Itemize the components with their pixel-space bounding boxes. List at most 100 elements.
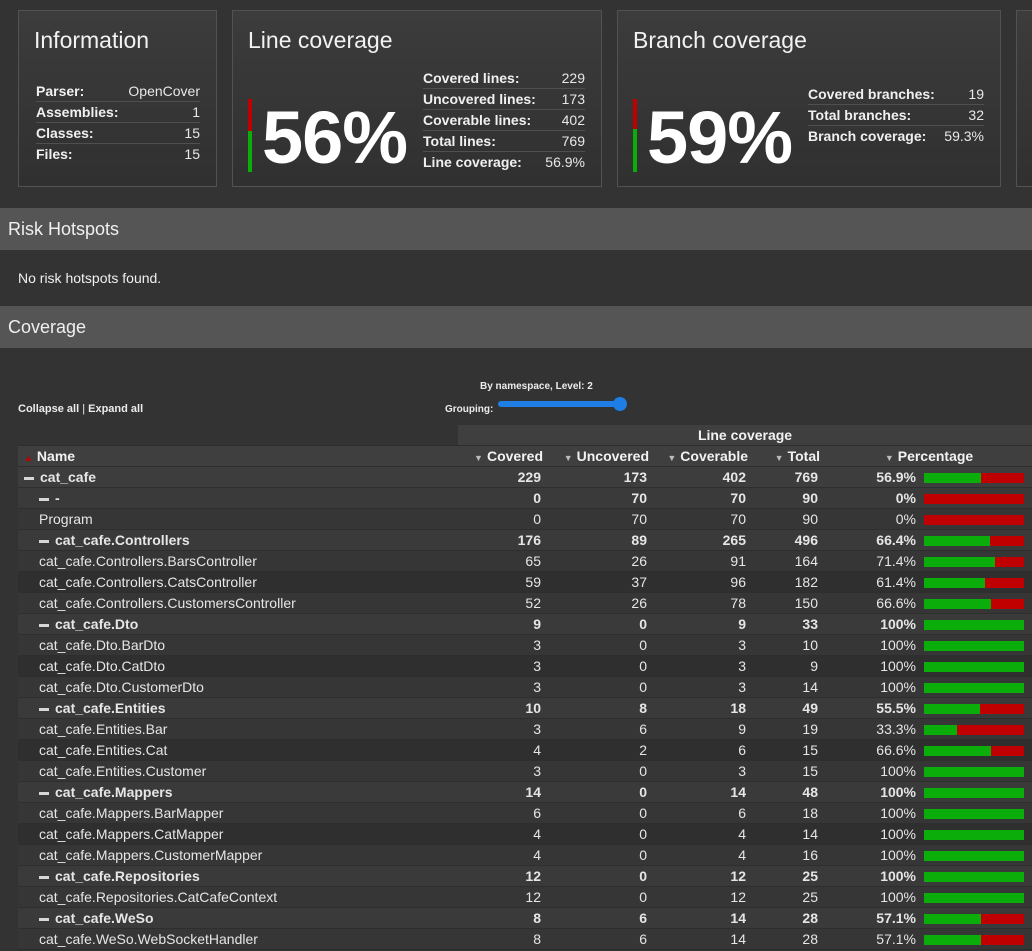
row-name: cat_cafe.WeSo bbox=[55, 910, 154, 926]
coverage-bar bbox=[924, 872, 1024, 883]
coverage-bar bbox=[924, 536, 1024, 547]
table-row: cat_cafe.Dto.BarDto 3 0 3 10 100% bbox=[18, 634, 1032, 656]
row-coverable: 70 bbox=[655, 487, 754, 509]
collapse-icon[interactable] bbox=[39, 623, 49, 627]
row-name: cat_cafe.Repositories bbox=[55, 868, 200, 884]
collapse-icon[interactable] bbox=[39, 917, 49, 921]
collapse-icon[interactable] bbox=[39, 497, 49, 501]
collapse-icon[interactable] bbox=[39, 707, 49, 711]
coverage-header: Coverage bbox=[0, 306, 1032, 348]
row-coverable: 18 bbox=[655, 697, 754, 719]
coverage-bar-cell bbox=[924, 928, 1032, 950]
coverage-bar-fill bbox=[924, 725, 957, 736]
row-percentage: 66.4% bbox=[826, 529, 924, 551]
coverage-bar bbox=[924, 830, 1024, 841]
row-total: 150 bbox=[754, 592, 826, 614]
row-coverable: 3 bbox=[655, 655, 754, 677]
row-percentage: 0% bbox=[826, 487, 924, 509]
group-row[interactable]: cat_cafe.Dto 9 0 9 33 100% bbox=[18, 613, 1032, 635]
coverage-bar-fill bbox=[924, 851, 1024, 862]
row-name: cat_cafe.Mappers.CustomerMapper bbox=[39, 847, 263, 863]
group-row[interactable]: cat_cafe 229 173 402 769 56.9% bbox=[18, 466, 1032, 488]
branch-value: 32 bbox=[942, 104, 984, 126]
risk-hotspots-message: No risk hotspots found. bbox=[18, 270, 162, 286]
expand-all-link[interactable]: Expand all bbox=[88, 403, 144, 415]
coverage-bar bbox=[924, 620, 1024, 631]
row-total: 769 bbox=[754, 466, 826, 488]
collapse-icon[interactable] bbox=[39, 875, 49, 879]
coverage-bar-cell bbox=[924, 697, 1032, 719]
row-covered: 176 bbox=[458, 529, 549, 551]
row-coverable: 12 bbox=[655, 865, 754, 887]
row-name: cat_cafe.Dto.CatDto bbox=[39, 658, 166, 674]
row-name-cell: cat_cafe.Mappers.CatMapper bbox=[18, 823, 458, 845]
row-percentage: 100% bbox=[826, 844, 924, 866]
row-total: 14 bbox=[754, 676, 826, 698]
collapse-icon[interactable] bbox=[24, 476, 34, 480]
row-uncovered: 0 bbox=[549, 823, 655, 845]
information-title: Information bbox=[34, 27, 150, 53]
branch-label: Total branches: bbox=[808, 104, 943, 126]
group-row[interactable]: cat_cafe.Controllers 176 89 265 496 66.4% bbox=[18, 529, 1032, 551]
branch-label: Covered branches: bbox=[808, 84, 943, 105]
row-percentage: 100% bbox=[826, 802, 924, 824]
row-total: 90 bbox=[754, 487, 826, 509]
row-name-cell: cat_cafe.Controllers.CatsController bbox=[18, 571, 458, 593]
row-uncovered: 0 bbox=[549, 760, 655, 782]
row-uncovered: 0 bbox=[549, 781, 655, 803]
line-label: Covered lines: bbox=[423, 68, 543, 89]
collapse-icon[interactable] bbox=[39, 539, 49, 543]
row-covered: 59 bbox=[458, 571, 549, 593]
group-row[interactable]: cat_cafe.Mappers 14 0 14 48 100% bbox=[18, 781, 1032, 803]
group-row[interactable]: cat_cafe.Entities 10 8 18 49 55.5% bbox=[18, 697, 1032, 719]
column-header-percentage[interactable]: ▼ Percentage bbox=[826, 445, 1032, 467]
line-value: 229 bbox=[542, 68, 585, 89]
row-percentage: 71.4% bbox=[826, 550, 924, 572]
coverage-bar bbox=[924, 599, 1024, 610]
sort-asc-icon: ▲ bbox=[24, 453, 33, 463]
line-coverage-title: Line coverage bbox=[248, 27, 393, 53]
collapse-all-link[interactable]: Collapse all bbox=[18, 403, 80, 415]
grouping-slider-thumb[interactable] bbox=[613, 397, 627, 411]
row-name: cat_cafe.WeSo.WebSocketHandler bbox=[39, 931, 258, 947]
row-covered: 6 bbox=[458, 802, 549, 824]
line-coverage-uncovered-indicator bbox=[248, 99, 252, 131]
branch-label: Branch coverage: bbox=[808, 128, 927, 144]
column-header-coverable[interactable]: ▼ Coverable bbox=[655, 445, 754, 467]
row-name: cat_cafe.Repositories.CatCafeContext bbox=[39, 889, 278, 905]
line-label: Uncovered lines: bbox=[423, 88, 543, 110]
row-coverable: 14 bbox=[655, 907, 754, 929]
row-name: cat_cafe.Dto.CustomerDto bbox=[39, 679, 204, 695]
table-row: cat_cafe.Controllers.BarsController 65 26 9… bbox=[18, 550, 1032, 572]
group-row[interactable]: -0 70 70 90 0% bbox=[18, 487, 1032, 509]
row-name: cat_cafe.Entities.Bar bbox=[39, 721, 168, 737]
grouping-slider-track[interactable] bbox=[498, 401, 622, 407]
row-name-cell: cat_cafe bbox=[18, 466, 458, 488]
row-uncovered: 6 bbox=[549, 928, 655, 950]
line-coverage-group-header: Line coverage bbox=[458, 425, 1032, 446]
row-name-cell: cat_cafe.WeSo bbox=[18, 907, 458, 929]
row-uncovered: 89 bbox=[549, 529, 655, 551]
row-covered: 12 bbox=[458, 865, 549, 887]
coverage-bar-cell bbox=[924, 571, 1032, 593]
line-label: Line coverage: bbox=[423, 154, 522, 170]
row-name-cell: cat_cafe.Controllers bbox=[18, 529, 458, 551]
column-header-name[interactable]: ▲ Name bbox=[18, 445, 458, 467]
column-header-total[interactable]: ▼ Total bbox=[754, 445, 826, 467]
group-row[interactable]: cat_cafe.Repositories 12 0 12 25 100% bbox=[18, 865, 1032, 887]
column-header-covered[interactable]: ▼ Covered bbox=[458, 445, 549, 467]
row-percentage: 100% bbox=[826, 613, 924, 635]
coverage-bar-cell bbox=[924, 613, 1032, 635]
coverage-bar bbox=[924, 725, 1024, 736]
coverage-bar bbox=[924, 914, 1024, 925]
line-coverage-covered-indicator bbox=[248, 131, 252, 172]
group-row[interactable]: cat_cafe.WeSo 8 6 14 28 57.1% bbox=[18, 907, 1032, 929]
coverage-bar-fill bbox=[924, 599, 991, 610]
table-row: cat_cafe.Controllers.CatsController 59 37 9… bbox=[18, 571, 1032, 593]
line-value: 769 bbox=[542, 130, 585, 152]
row-coverable: 70 bbox=[655, 508, 754, 530]
row-total: 9 bbox=[754, 655, 826, 677]
column-header-uncovered[interactable]: ▼ Uncovered bbox=[549, 445, 655, 467]
collapse-icon[interactable] bbox=[39, 791, 49, 795]
row-name: cat_cafe bbox=[40, 469, 97, 485]
